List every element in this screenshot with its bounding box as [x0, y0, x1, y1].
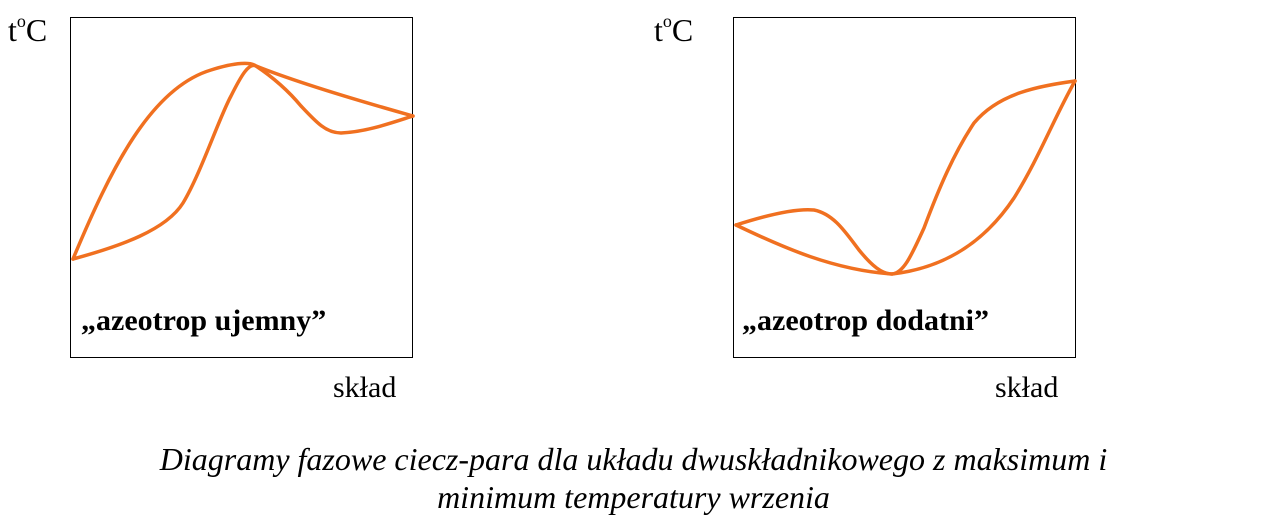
x-axis-label-left: skład — [333, 371, 397, 404]
plot-frame-left: „azeotrop ujemny” — [70, 17, 415, 358]
vapor-curve-left — [71, 61, 415, 261]
x-axis-label-right: skład — [995, 371, 1059, 404]
liquid-curve-right — [734, 79, 1077, 276]
phase-curves-left — [71, 61, 415, 261]
azeotrope-label-positive: „azeotrop dodatni” — [742, 304, 989, 337]
liquid-curve-left — [71, 63, 415, 261]
phase-curves-right — [734, 79, 1077, 276]
figure-caption-line-2: minimum temperatury wrzenia — [437, 479, 830, 515]
y-axis-label-right: toC — [654, 11, 694, 48]
plot-frame-right: „azeotrop dodatni” — [733, 17, 1077, 358]
y-axis-label-left: toC — [8, 11, 48, 48]
figure-caption-line-1: Diagramy fazowe ciecz-para dla układu dw… — [159, 441, 1108, 477]
azeotrope-label-negative: „azeotrop ujemny” — [81, 304, 327, 337]
